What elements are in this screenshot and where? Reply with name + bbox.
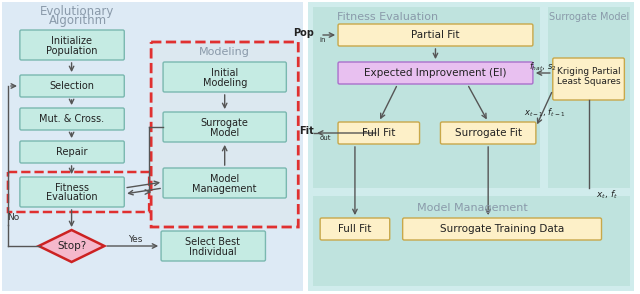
Text: Yes: Yes: [128, 235, 143, 245]
Bar: [313, 7, 540, 188]
Text: Select Best: Select Best: [185, 237, 240, 247]
Text: Model: Model: [210, 174, 239, 184]
Bar: [308, 2, 634, 291]
Text: Initialize: Initialize: [51, 36, 92, 46]
FancyBboxPatch shape: [20, 75, 124, 97]
Text: Evaluation: Evaluation: [46, 192, 97, 202]
Bar: [2, 2, 303, 291]
Text: Algorithm: Algorithm: [49, 14, 107, 26]
Text: Full Fit: Full Fit: [339, 224, 372, 234]
Text: Partial Fit: Partial Fit: [412, 30, 460, 40]
Text: Fit: Fit: [300, 126, 314, 136]
Text: Model: Model: [210, 128, 239, 138]
Text: Initial: Initial: [211, 68, 238, 78]
Text: Surrogate Fit: Surrogate Fit: [454, 128, 522, 138]
Bar: [151, 42, 298, 227]
Text: Population: Population: [46, 46, 97, 56]
FancyBboxPatch shape: [163, 62, 286, 92]
FancyBboxPatch shape: [320, 218, 390, 240]
Text: Least Squares: Least Squares: [557, 76, 620, 86]
FancyBboxPatch shape: [338, 62, 533, 84]
FancyBboxPatch shape: [403, 218, 602, 240]
FancyBboxPatch shape: [338, 122, 420, 144]
Text: Evolutionary: Evolutionary: [40, 4, 115, 18]
Text: $f_{hat}$, $s_2$: $f_{hat}$, $s_2$: [529, 61, 557, 73]
Text: out: out: [319, 135, 331, 141]
FancyBboxPatch shape: [163, 112, 286, 142]
FancyBboxPatch shape: [20, 108, 124, 130]
FancyBboxPatch shape: [553, 58, 625, 100]
Text: Repair: Repair: [56, 147, 87, 157]
Text: No: No: [7, 213, 19, 223]
Text: Selection: Selection: [49, 81, 94, 91]
FancyBboxPatch shape: [161, 231, 266, 261]
Text: Modeling: Modeling: [202, 78, 247, 88]
Text: Pop: Pop: [293, 28, 314, 38]
Text: Expected Improvement (EI): Expected Improvement (EI): [364, 68, 507, 78]
Text: Mut. & Cross.: Mut. & Cross.: [39, 114, 104, 124]
Text: Full Fit: Full Fit: [362, 128, 396, 138]
Text: Kriging Partial: Kriging Partial: [557, 66, 620, 76]
Text: Individual: Individual: [189, 247, 237, 257]
Bar: [548, 7, 630, 188]
Text: Management: Management: [193, 184, 257, 194]
Text: in: in: [319, 37, 326, 43]
Text: Surrogate Model: Surrogate Model: [550, 12, 630, 22]
Text: Surrogate Training Data: Surrogate Training Data: [440, 224, 564, 234]
Text: Stop?: Stop?: [57, 241, 86, 251]
FancyBboxPatch shape: [163, 168, 286, 198]
FancyBboxPatch shape: [440, 122, 536, 144]
Text: $x_{t-1}$, $f_{t-1}$: $x_{t-1}$, $f_{t-1}$: [524, 107, 566, 119]
FancyBboxPatch shape: [338, 24, 533, 46]
Text: Model Management: Model Management: [417, 203, 527, 213]
Text: Fitness: Fitness: [54, 183, 88, 193]
FancyBboxPatch shape: [20, 141, 124, 163]
Text: Fitness Evaluation: Fitness Evaluation: [337, 12, 438, 22]
FancyBboxPatch shape: [20, 30, 124, 60]
FancyBboxPatch shape: [20, 177, 124, 207]
Bar: [313, 196, 630, 286]
Text: $x_t$, $f_t$: $x_t$, $f_t$: [596, 189, 618, 201]
Text: Surrogate: Surrogate: [201, 118, 248, 128]
Text: Modeling: Modeling: [199, 47, 250, 57]
Polygon shape: [39, 230, 104, 262]
